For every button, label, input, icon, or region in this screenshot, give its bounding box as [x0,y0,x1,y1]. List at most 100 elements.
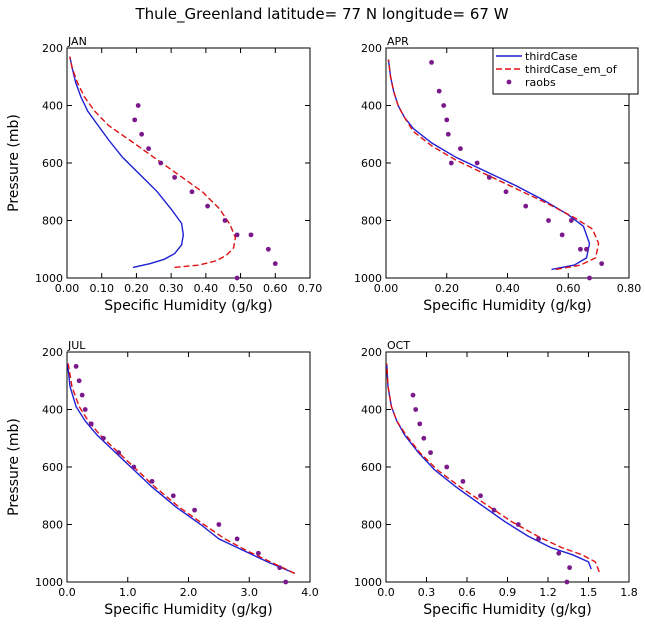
raobs-point [131,464,137,470]
raobs-point [146,146,151,152]
thirdcase-line [69,56,185,269]
y-tick-label: 400 [42,100,63,113]
raobs-point [149,478,155,484]
plot-frame [385,351,630,583]
raobs-point [234,275,240,281]
plot-frame [66,351,311,583]
plot-frame [66,47,311,279]
y-tick-label: 1000 [35,576,63,589]
x-tick-label: 0.20 [124,282,149,295]
x-tick-label: 1.2 [539,586,557,599]
raobs-point [79,392,85,398]
raobs-point [444,117,450,123]
raobs-point [73,363,79,369]
raobs-point [88,421,94,427]
raobs-point [564,579,570,585]
raobs-point [116,450,122,456]
x-tick-label: 0.80 [617,282,642,295]
y-tick-label: 600 [361,157,382,170]
raobs-point [599,261,605,267]
x-tick-label: 0.40 [495,282,520,295]
x-tick-label: 0.10 [89,282,114,295]
x-tick-label: 0.40 [194,282,219,295]
raobs-point [255,550,261,556]
x-tick-label: 0.50 [228,282,253,295]
raobs-point [272,261,278,267]
y-tick-label: 1000 [354,576,382,589]
raobs-point [158,160,164,166]
raobs-point [277,565,283,571]
x-tick-label: 4.0 [301,586,319,599]
y-tick-label: 200 [361,346,382,359]
x-tick-label: 0.00 [374,282,399,295]
y-tick-label: 600 [42,461,63,474]
panel-oct: OCT 0.0 0.3 0.6 0.9 1.2 1.5 1.8 200 400 600 800 1000… [354,339,638,618]
x-axis-label: Specific Humidity (g/kg) [423,602,591,618]
raobs-point [189,189,195,195]
raobs-point [265,246,271,252]
raobs-point [132,117,138,123]
y-tick-label: 200 [361,42,382,55]
y-tick-label: 1000 [35,272,63,285]
x-tick-label: 3.0 [241,586,259,599]
thirdcase-line [66,363,296,575]
legend-entry: thirdCase_em_of [525,63,618,76]
raobs-point [491,507,497,513]
x-tick-label: 1.5 [580,586,598,599]
y-tick-label: 800 [361,519,382,532]
legend-entry: raobs [525,76,556,89]
y-tick-label: 800 [42,215,63,228]
raobs-point [503,189,509,195]
raobs-point [428,450,433,456]
thirdcase-em-of-line [387,59,600,271]
x-axis-label: Specific Humidity (g/kg) [104,602,272,618]
raobs-point [445,131,451,137]
x-tick-label: 0.30 [159,282,184,295]
raobs-point [205,203,210,209]
y-tick-label: 600 [42,157,63,170]
x-axis-label: Specific Humidity (g/kg) [104,298,272,314]
raobs-point [417,421,423,427]
raobs-point [523,203,529,209]
panels: JAN 0.00 0.10 0.20 0.30 0.40 0.50 0.60 0.70 200 40… [6,35,641,618]
x-tick-label: 0.9 [499,586,517,599]
raobs-point [486,174,492,180]
raobs-point [478,493,483,499]
raobs-point [429,59,434,65]
panel-apr: APR 0.00 0.20 0.40 0.60 0.80 200 400 600 800 1000 S… [354,35,641,314]
raobs-point [536,536,541,542]
raobs-point [82,407,88,412]
x-tick-label: 0.00 [55,282,80,295]
panel-title: JUL [67,339,86,352]
raobs-point [172,174,178,180]
raobs-point [192,507,197,513]
panel-jul: JUL 0.0 1.0 2.0 3.0 4.0 200 400 600 800 1000 Specif… [6,339,319,618]
y-tick-label: 400 [361,404,382,417]
y-tick-label: 800 [42,519,63,532]
panel-jan: JAN 0.00 0.10 0.20 0.30 0.40 0.50 0.60 0.70 200 40… [6,35,322,314]
raobs-point [568,218,574,223]
raobs-point [584,246,589,252]
x-tick-label: 0.3 [418,586,436,599]
x-tick-label: 0.60 [263,282,288,295]
raobs-point [216,522,222,527]
y-tick-label: 1000 [354,272,382,285]
raobs-point [444,464,450,470]
x-tick-label: 0.6 [458,586,476,599]
raobs-point [135,103,141,108]
x-tick-label: 0.60 [556,282,581,295]
panel-title: APR [387,35,409,48]
raobs-point [234,536,240,542]
raobs-point [578,246,583,252]
raobs-point [248,232,254,238]
panel-title: OCT [387,339,410,352]
x-tick-label: 0.70 [298,282,323,295]
thirdcase-em-of-line [69,56,237,269]
x-tick-label: 0.0 [377,586,395,599]
y-tick-label: 400 [42,404,63,417]
thirdcase-em-of-line [67,363,296,575]
x-tick-label: 0.20 [435,282,460,295]
raobs-point [139,131,145,137]
